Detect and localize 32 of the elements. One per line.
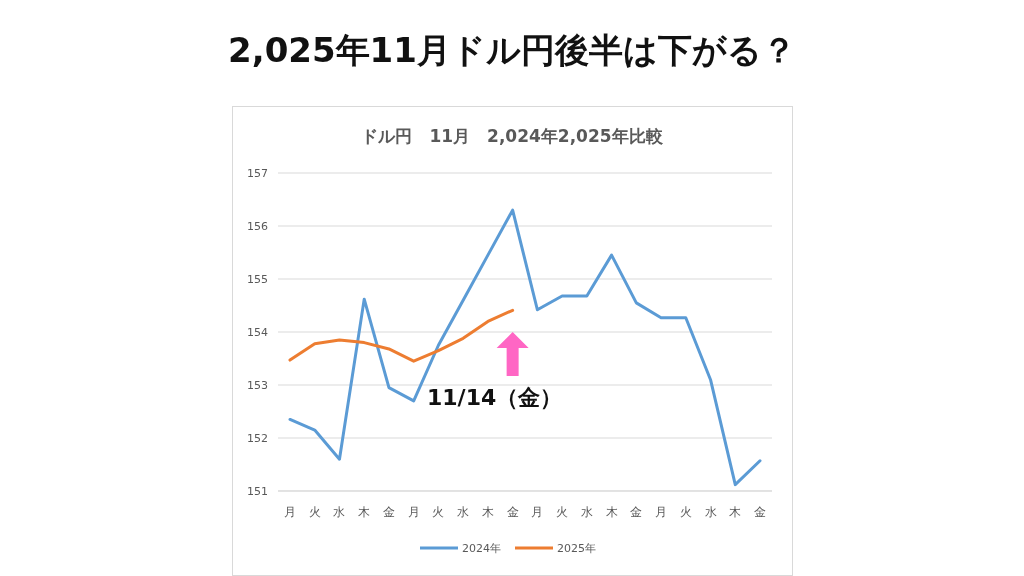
title: 2,025年11月ドル円後半は下がる？: [228, 30, 796, 70]
x-tick-label: 水: [704, 505, 717, 519]
x-tick-label: 木: [605, 505, 618, 519]
x-tick-label: 火: [679, 505, 692, 519]
annotation: 11/14（金）: [427, 385, 563, 410]
y-tick-label: 151: [247, 485, 268, 498]
subtitle: ドル円 11月 2,024年2,025年比較: [361, 126, 663, 146]
x-tick-label: 水: [457, 505, 470, 519]
x-tick-label: 水: [580, 505, 593, 519]
x-tick-label: 金: [630, 505, 643, 519]
x-tick-label: 金: [754, 505, 766, 519]
x-tick-label: 火: [432, 505, 445, 519]
x-tick-label: 水: [333, 505, 346, 519]
legend-label: 2024年: [462, 542, 501, 555]
legend-label: 2025年: [557, 542, 596, 555]
x-tick-label: 月: [407, 505, 420, 519]
x-tick-label: 木: [358, 505, 371, 519]
x-tick-label: 月: [655, 505, 668, 519]
x-tick-label: 月: [284, 505, 296, 519]
x-tick-label: 木: [729, 505, 742, 519]
y-tick-label: 154: [247, 326, 268, 339]
x-tick-label: 金: [382, 505, 395, 519]
y-tick-label: 152: [247, 432, 268, 445]
y-tick-label: 155: [247, 273, 268, 286]
x-tick-label: 木: [481, 505, 494, 519]
y-tick-label: 153: [247, 379, 268, 392]
x-tick-label: 月: [531, 505, 544, 519]
y-tick-label: 157: [247, 167, 268, 180]
y-tick-label: 156: [247, 220, 268, 233]
x-tick-label: 火: [556, 505, 569, 519]
x-tick-label: 火: [308, 505, 321, 519]
x-tick-label: 金: [506, 505, 519, 519]
